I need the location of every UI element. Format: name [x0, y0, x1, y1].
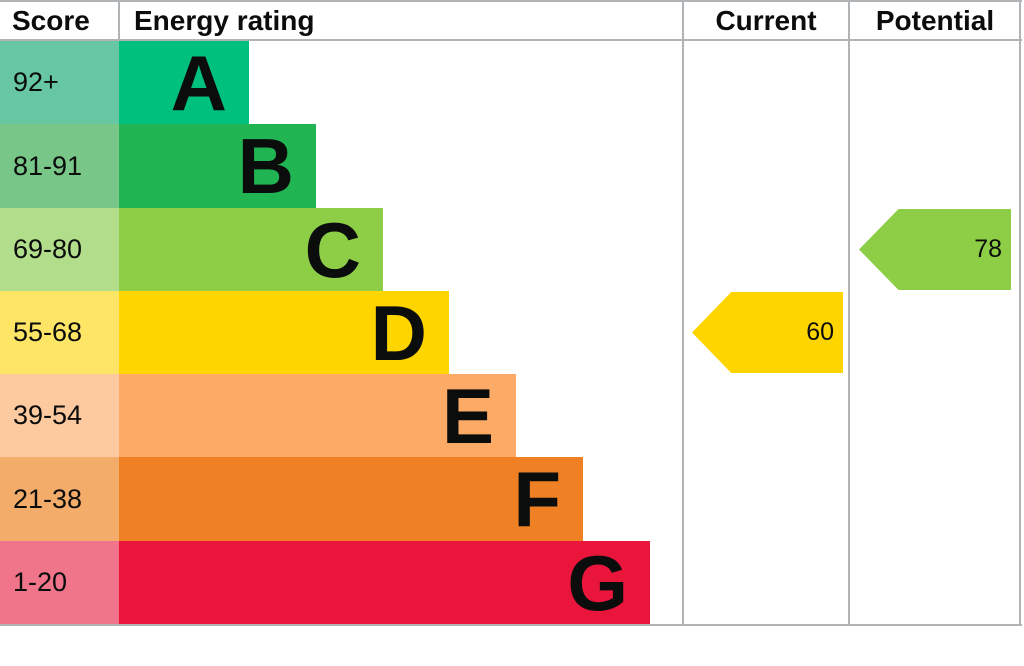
score-range-label: 92+ [13, 67, 59, 97]
score-range-cell: 69-80 [0, 208, 119, 291]
score-column-divider [118, 0, 120, 41]
band-bar: D [119, 291, 449, 374]
band-row-e: 39-54 E [0, 374, 1022, 457]
potential-rating-value: 78 [974, 235, 1002, 263]
score-range-cell: 21-38 [0, 457, 119, 541]
band-letter: C [304, 205, 361, 294]
score-range-cell: 39-54 [0, 374, 119, 457]
energy-rating-column-header: Energy rating [134, 5, 315, 36]
band-letter: B [237, 122, 294, 210]
band-row-c: 69-80 C [0, 208, 1022, 291]
top-border-line [0, 0, 1022, 2]
score-range-label: 55-68 [13, 317, 83, 347]
current-rating-value: 60 [806, 318, 834, 346]
band-letter: D [370, 288, 427, 377]
current-column-divider [682, 0, 684, 626]
band-letter: F [513, 455, 561, 543]
potential-column-header: Potential [875, 5, 995, 36]
right-border-line [1019, 0, 1021, 626]
score-range-label: 39-54 [13, 400, 83, 430]
band-row-a: 92+ A [0, 41, 1022, 124]
score-range-label: 69-80 [13, 234, 83, 264]
band-row-d: 55-68 D [0, 291, 1022, 374]
band-letter: E [441, 371, 494, 460]
score-range-cell: 55-68 [0, 291, 119, 374]
bottom-border-line [0, 624, 1022, 626]
band-bar: E [119, 374, 516, 457]
band-bar: B [119, 124, 316, 208]
score-range-cell: 1-20 [0, 541, 119, 624]
band-bar: C [119, 208, 383, 291]
score-range-label: 1-20 [13, 567, 68, 597]
band-bar: G [119, 541, 650, 624]
score-range-cell: 81-91 [0, 124, 119, 208]
band-letter: G [567, 538, 628, 627]
score-range-label: 81-91 [13, 150, 83, 181]
current-column-header: Current [715, 5, 817, 36]
band-row-g: 1-20 G [0, 541, 1022, 624]
band-row-f: 21-38 F [0, 457, 1022, 541]
header-divider-line [0, 39, 1022, 41]
band-row-b: 81-91 B [0, 124, 1022, 208]
band-bar: A [119, 41, 249, 124]
score-column-header: Score [12, 5, 90, 36]
score-range-label: 21-38 [13, 483, 83, 514]
band-rows: 92+ A 81-91 B 69-80 C 55-68 D 39-54 E 21-38 F 1-20 G [0, 41, 1022, 624]
band-bar: F [119, 457, 583, 541]
band-letter: A [170, 38, 227, 127]
score-range-cell: 92+ [0, 41, 119, 124]
potential-column-divider [848, 0, 850, 626]
